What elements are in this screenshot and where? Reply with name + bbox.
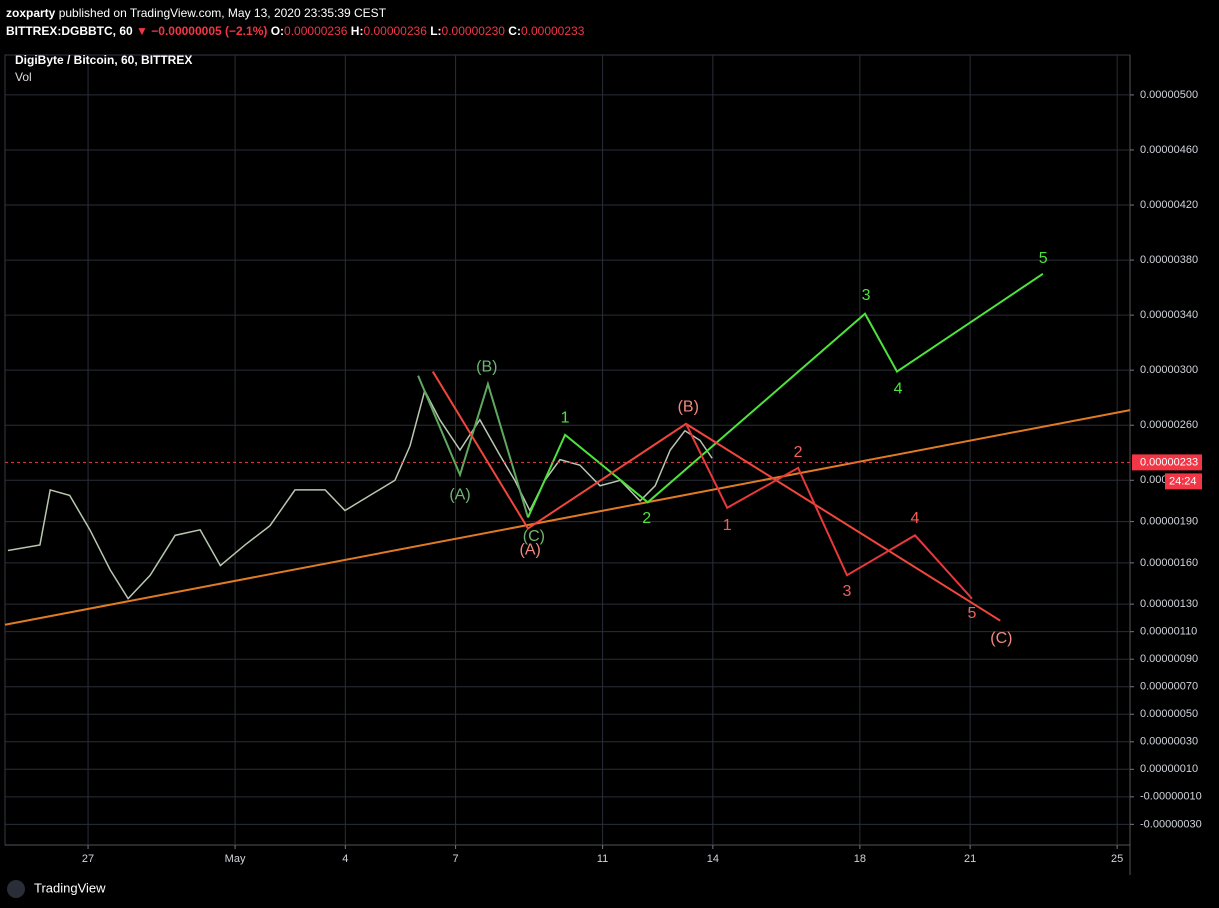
y-tick-label: -0.00000030 <box>1140 818 1202 830</box>
wave-label: (C) <box>523 528 545 545</box>
ohlc-value: 0.00000230 <box>441 24 505 38</box>
x-tick-label: 14 <box>707 853 719 865</box>
symbol: BITTREX:DGBBTC, 60 <box>6 24 133 38</box>
wave-label: 2 <box>794 444 803 461</box>
ohlc-value: 0.00000233 <box>520 24 585 38</box>
y-tick-label: 0.00000300 <box>1140 364 1198 376</box>
wave-label: 3 <box>843 583 852 600</box>
series-line <box>431 371 1001 622</box>
author: zoxparty <box>6 6 56 20</box>
ohlc-label: L: <box>430 24 442 38</box>
x-tick-label: 25 <box>1111 853 1123 865</box>
chart-title: DigiByte / Bitcoin, 60, BITTREX <box>15 53 192 67</box>
y-tick-label: 0.00000160 <box>1140 557 1198 569</box>
wave-label: 2 <box>642 510 651 527</box>
y-tick-label: 0.00000340 <box>1140 309 1198 321</box>
y-tick-label: 0.00000420 <box>1140 199 1198 211</box>
y-tick-label: 0.00000070 <box>1140 681 1198 693</box>
ohlc-label: O: <box>270 24 285 38</box>
countdown-label: 24:24 <box>1169 475 1197 487</box>
wave-label: (C) <box>990 630 1012 647</box>
series-line <box>4 409 1131 626</box>
wave-label: 4 <box>894 381 903 398</box>
y-tick-label: 0.00000050 <box>1140 708 1198 720</box>
arrow: ▼ <box>136 24 148 38</box>
brand: TradingView <box>34 880 106 895</box>
ohlc-value: 0.00000236 <box>363 24 427 38</box>
ohlc: O:0.00000236 H:0.00000236 L:0.00000230 C… <box>271 24 585 38</box>
y-tick-label: 0.00000030 <box>1140 736 1198 748</box>
chart-subtitle: Vol <box>15 70 32 84</box>
y-tick-label: 0.00000190 <box>1140 515 1198 527</box>
publish-line: zoxparty published on TradingView.com, M… <box>6 4 584 22</box>
series-line <box>527 273 1044 518</box>
x-tick-label: 4 <box>342 853 348 865</box>
y-tick-label: 0.00000500 <box>1140 89 1198 101</box>
x-tick-label: 18 <box>854 853 866 865</box>
x-tick-label: May <box>225 853 246 865</box>
x-tick-label: 27 <box>82 853 94 865</box>
y-tick-label: 0.00000380 <box>1140 254 1198 266</box>
ohlc-label: C: <box>508 24 521 38</box>
quote-line: BITTREX:DGBBTC, 60 ▼ −0.00000005 (−2.1%)… <box>6 22 584 40</box>
y-tick-label: -0.00000010 <box>1140 791 1202 803</box>
ohlc-value: 0.00000236 <box>284 24 348 38</box>
wave-label: (B) <box>678 399 699 416</box>
countdown-box <box>1165 473 1202 490</box>
y-tick-label: 0.00000130 <box>1140 598 1198 610</box>
wave-label: (B) <box>476 359 497 376</box>
plot-frame <box>4 54 1131 846</box>
wave-label: 3 <box>862 287 871 304</box>
wave-label: 5 <box>968 605 977 622</box>
y-tick-label: 0.00000110 <box>1140 626 1197 638</box>
wave-label: 4 <box>911 510 920 527</box>
y-tick-label: 0.00000260 <box>1140 419 1198 431</box>
header: zoxparty published on TradingView.com, M… <box>6 4 584 40</box>
series-line <box>685 423 973 600</box>
x-tick-label: 7 <box>453 853 459 865</box>
wave-label: 1 <box>723 517 732 534</box>
x-tick-label: 11 <box>597 853 608 865</box>
change: −0.00000005 (−2.1%) <box>151 24 268 38</box>
y-tick-label: 0.00000460 <box>1140 144 1198 156</box>
series-line <box>417 375 529 518</box>
last-price-box <box>1132 454 1202 471</box>
y-tick-label: 0.00000090 <box>1140 653 1198 665</box>
last-price-label: 0.00000233 <box>1140 456 1198 468</box>
wave-label: (A) <box>449 487 470 504</box>
x-tick-label: 21 <box>964 853 976 865</box>
published: published on TradingView.com, May 13, 20… <box>58 6 387 20</box>
ohlc-label: H: <box>350 24 364 38</box>
y-tick-label: 0.00000010 <box>1140 763 1198 775</box>
wave-label: (A) <box>520 542 541 559</box>
logo <box>7 880 25 898</box>
wave-label: 5 <box>1039 250 1048 267</box>
wave-label: 1 <box>561 410 570 427</box>
